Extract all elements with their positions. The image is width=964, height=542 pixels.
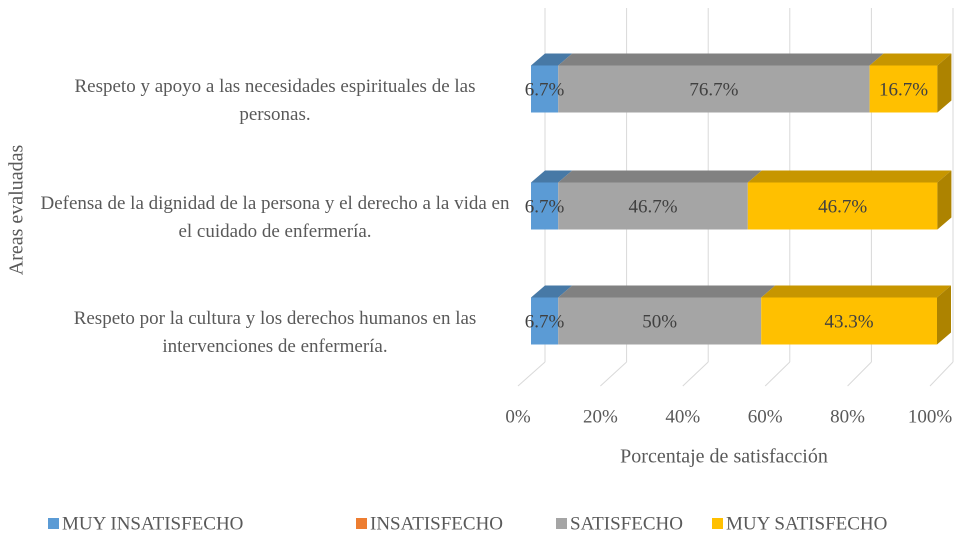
legend-label: MUY SATISFECHO xyxy=(726,513,887,534)
floor-line xyxy=(600,361,627,387)
category-label: Respeto y apoyo a las necesidades espiri… xyxy=(74,76,476,125)
legend-swatch xyxy=(556,518,567,529)
bar-top xyxy=(531,285,573,298)
data-label: 6.7% xyxy=(525,79,565,100)
bar-top xyxy=(558,53,884,66)
bar xyxy=(747,182,938,230)
x-tick-label: 100% xyxy=(908,406,953,427)
bar-side xyxy=(937,53,952,113)
legend-label: SATISFECHO xyxy=(570,513,683,534)
x-tick-label: 80% xyxy=(830,406,865,427)
x-tick-label: 0% xyxy=(505,406,531,427)
bar-top xyxy=(747,170,952,183)
bar xyxy=(869,65,938,113)
bar-side xyxy=(937,285,951,345)
x-tick-label: 60% xyxy=(748,406,783,427)
bar-top xyxy=(531,53,573,66)
bar xyxy=(558,297,762,345)
x-tick-label: 20% xyxy=(583,406,618,427)
legend-swatch xyxy=(712,518,723,529)
x-axis-label: Porcentaje de satisfacción xyxy=(620,446,828,468)
bar xyxy=(558,65,870,113)
floor-line xyxy=(517,361,546,387)
data-label: 76.7% xyxy=(689,79,738,100)
legend-swatch xyxy=(356,518,367,529)
category-label: Respeto por la cultura y los derechos hu… xyxy=(73,308,477,357)
bar xyxy=(531,297,559,345)
bar-top xyxy=(558,285,776,298)
data-label: 50% xyxy=(642,311,677,332)
legend-label: INSATISFECHO xyxy=(370,513,503,534)
floor-line xyxy=(929,361,954,387)
bar-top xyxy=(761,285,951,298)
data-label: 6.7% xyxy=(525,311,565,332)
bar-side xyxy=(937,170,952,230)
legend-label: MUY INSATISFECHO xyxy=(62,513,243,534)
bar xyxy=(531,182,559,230)
data-label: 6.7% xyxy=(525,196,565,217)
x-tick-label: 40% xyxy=(665,406,700,427)
data-label: 16.7% xyxy=(879,79,928,100)
bar-top xyxy=(869,53,952,66)
bar xyxy=(558,182,748,230)
bar-top xyxy=(531,170,573,183)
bar xyxy=(761,297,937,345)
bar xyxy=(531,65,559,113)
legend-swatch xyxy=(48,518,59,529)
floor-line xyxy=(682,361,709,387)
data-label: 46.7% xyxy=(818,196,867,217)
category-label: Defensa de la dignidad de la persona y e… xyxy=(40,193,510,242)
floor-line xyxy=(764,361,791,387)
y-axis-label: Areas evaluadas xyxy=(6,145,28,276)
data-label: 43.3% xyxy=(825,311,874,332)
floor-line xyxy=(847,361,872,387)
data-label: 46.7% xyxy=(628,196,677,217)
bar-top xyxy=(558,170,762,183)
